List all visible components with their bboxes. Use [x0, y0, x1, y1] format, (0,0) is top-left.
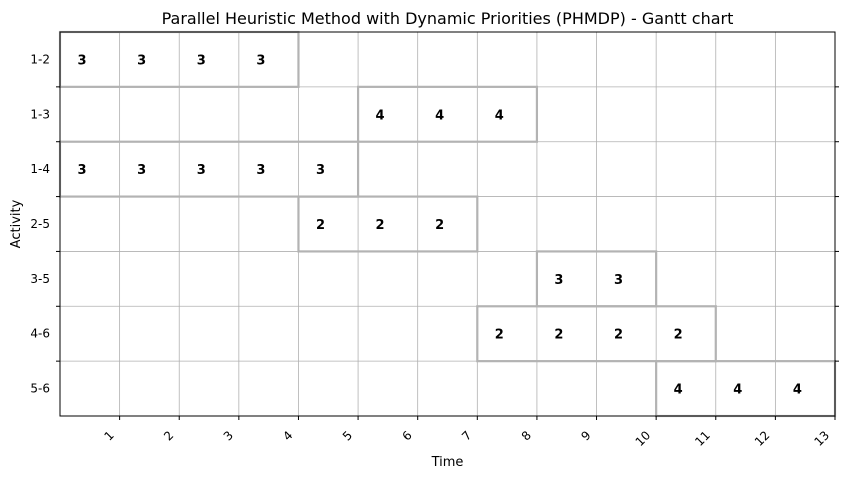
y-tick-label: 5-6	[30, 382, 50, 396]
cell-label: 3	[554, 273, 563, 288]
x-tick-label: 7	[459, 428, 474, 443]
cell-label: 4	[674, 383, 683, 398]
x-tick-label: 11	[692, 428, 713, 449]
cell-label: 4	[733, 383, 742, 398]
y-axis: 1-2 1-3 1-4 2-5 3-5 4-6 5-6	[30, 52, 839, 396]
chart-title: Parallel Heuristic Method with Dynamic P…	[162, 9, 734, 28]
x-tick-label: 13	[811, 428, 832, 449]
cell-label: 3	[614, 273, 623, 288]
y-tick-label: 1-2	[30, 52, 50, 66]
cell-label: 3	[77, 163, 86, 178]
cell-label: 3	[137, 163, 146, 178]
cell-label: 3	[316, 163, 325, 178]
x-tick-label: 4	[280, 428, 295, 443]
cell-label: 4	[793, 383, 802, 398]
cell-label: 2	[614, 328, 623, 343]
x-tick-label: 12	[752, 428, 773, 449]
cell-labels-layer: 3 3 3 3 4 4 4 3 3 3 3 3 2 2 2 3 3 2 2 2 2 4 4 4	[77, 53, 801, 397]
grid-layer	[60, 32, 836, 416]
x-tick-label: 2	[161, 428, 176, 443]
cell-label: 2	[554, 328, 563, 343]
task-bar-4-6	[476, 305, 717, 363]
cell-label: 4	[435, 108, 444, 123]
x-axis: 1 2 3 4 5 6 7 8 9 10 11 12 13	[101, 416, 836, 449]
cell-label: 2	[495, 328, 504, 343]
cell-label: 2	[316, 218, 325, 233]
cell-label: 2	[674, 328, 683, 343]
x-tick-label: 3	[221, 428, 236, 443]
y-tick-label: 4-6	[30, 327, 50, 341]
x-tick-label: 10	[633, 428, 654, 449]
y-axis-label: Activity	[9, 199, 24, 248]
cell-label: 3	[197, 163, 206, 178]
x-tick-label: 1	[101, 428, 116, 443]
y-tick-label: 1-3	[30, 107, 50, 121]
y-tick-label: 2-5	[30, 217, 50, 231]
task-bar-2-5	[297, 195, 479, 253]
cell-label: 3	[77, 53, 86, 68]
bars-layer	[58, 30, 837, 418]
y-tick-label: 3-5	[30, 272, 50, 286]
cell-label: 2	[376, 218, 385, 233]
cell-label: 4	[495, 108, 504, 123]
x-tick-label: 5	[340, 428, 355, 443]
y-tick-label: 1-4	[30, 162, 50, 176]
task-bar-1-3	[356, 85, 539, 143]
cell-label: 3	[256, 53, 265, 68]
cell-label: 3	[197, 53, 206, 68]
x-tick-label: 9	[578, 428, 593, 443]
cell-label: 4	[376, 108, 385, 123]
task-bar-5-6	[655, 360, 837, 418]
task-bar-1-4	[58, 140, 360, 198]
plot-frame	[59, 31, 836, 417]
cell-label: 3	[256, 163, 265, 178]
cell-label: 3	[137, 53, 146, 68]
cell-label: 2	[435, 218, 444, 233]
x-axis-label: Time	[431, 455, 464, 470]
x-tick-label: 8	[519, 428, 534, 443]
x-tick-label: 6	[400, 428, 415, 443]
